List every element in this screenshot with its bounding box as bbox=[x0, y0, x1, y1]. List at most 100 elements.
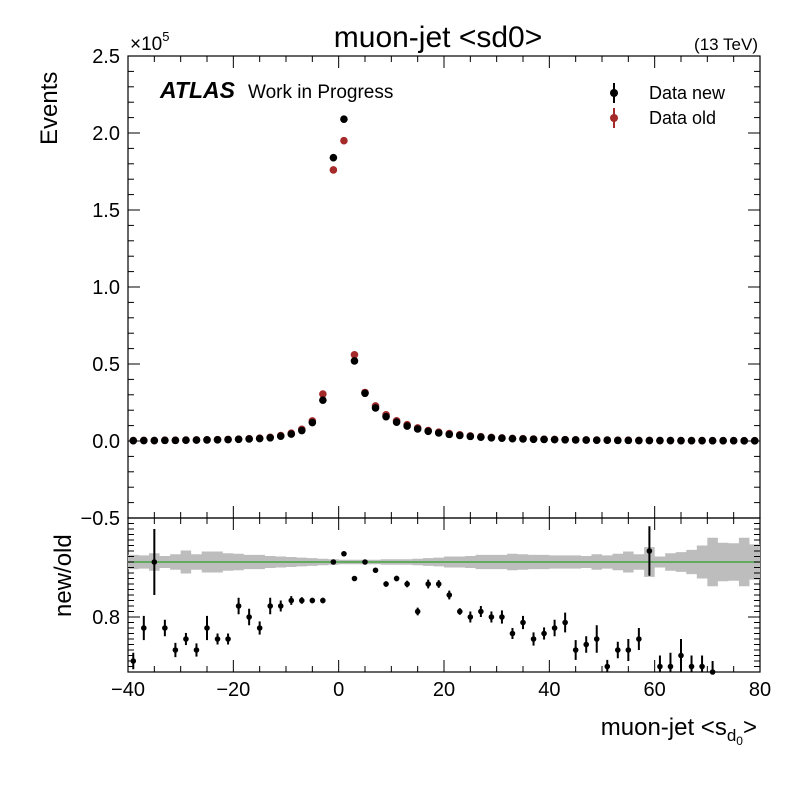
ratio-point bbox=[162, 625, 168, 631]
data-new-point bbox=[234, 435, 243, 444]
data-new-point bbox=[434, 429, 443, 437]
ratio-point bbox=[204, 625, 210, 631]
data-old-point bbox=[340, 136, 348, 145]
data-new-point bbox=[161, 436, 169, 445]
data-new-point bbox=[182, 436, 190, 445]
data-new-point bbox=[456, 431, 464, 440]
data-new-point bbox=[529, 435, 538, 444]
data-new-point bbox=[424, 427, 433, 436]
ratio-data-points bbox=[130, 526, 716, 675]
y-tick-label: 0.5 bbox=[92, 354, 120, 376]
energy-label: (13 TeV) bbox=[694, 35, 758, 54]
ratio-point bbox=[499, 614, 505, 620]
x-axis-title-end: > bbox=[743, 714, 757, 741]
ratio-point bbox=[520, 619, 526, 626]
ratio-point bbox=[330, 559, 337, 565]
data-old-point bbox=[329, 166, 338, 174]
ratio-point bbox=[667, 663, 674, 670]
ratio-point bbox=[362, 559, 368, 565]
data-new-point bbox=[740, 437, 748, 445]
ratio-point bbox=[372, 567, 379, 574]
ratio-point bbox=[572, 647, 579, 653]
ratio-point bbox=[383, 581, 389, 587]
ratio-point bbox=[583, 641, 589, 648]
ratio-y-tick-label: 0.8 bbox=[92, 607, 120, 629]
x-axis-title-sub: d bbox=[727, 726, 736, 745]
ratio-point bbox=[141, 625, 147, 631]
x-tick-label: −40 bbox=[111, 679, 145, 701]
ratio-point bbox=[193, 647, 200, 653]
data-old-point bbox=[350, 350, 359, 359]
ratio-point bbox=[235, 603, 242, 609]
ratio-point bbox=[593, 636, 600, 642]
data-new-point bbox=[614, 436, 622, 445]
y-tick-label: 2.0 bbox=[92, 123, 120, 145]
data-new-point bbox=[340, 115, 348, 123]
ratio-point bbox=[478, 608, 484, 615]
ratio-point bbox=[341, 550, 347, 557]
ratio-point bbox=[530, 636, 537, 642]
ratio-point bbox=[130, 658, 137, 664]
data-new-point bbox=[255, 434, 264, 443]
ratio-point bbox=[457, 608, 463, 615]
x-axis-title-subsub: 0 bbox=[736, 734, 743, 748]
data-new-point bbox=[224, 435, 232, 444]
x-tick-label: −20 bbox=[216, 679, 250, 701]
ratio-point bbox=[320, 597, 326, 604]
data-new-point bbox=[171, 436, 180, 445]
data-new-point bbox=[266, 433, 275, 442]
ratio-point bbox=[256, 625, 263, 631]
ratio-point bbox=[246, 614, 252, 620]
data-new-point bbox=[540, 435, 548, 444]
data-new-point bbox=[298, 426, 306, 435]
ratio-point bbox=[393, 575, 400, 582]
ratio-point bbox=[299, 597, 305, 604]
data-new-point bbox=[308, 418, 317, 427]
chart-title: muon-jet <sd0> bbox=[334, 21, 542, 54]
y-tick-label: 1.0 bbox=[92, 277, 120, 299]
axis-ticks bbox=[127, 55, 761, 673]
ratio-point bbox=[414, 608, 421, 615]
data-new-point bbox=[719, 436, 727, 445]
legend-label-data-old: Data old bbox=[649, 108, 716, 128]
work-in-progress-label: Work in Progress bbox=[248, 82, 393, 103]
x-tick-label: 40 bbox=[538, 679, 560, 701]
data-new-point bbox=[519, 435, 527, 443]
ratio-point bbox=[446, 592, 453, 598]
data-new-point bbox=[445, 430, 454, 439]
y-tick-label: 0.0 bbox=[92, 431, 120, 453]
main-data-points bbox=[129, 115, 759, 445]
data-new-point bbox=[571, 436, 580, 444]
ratio-point bbox=[172, 647, 179, 653]
data-new-point bbox=[750, 437, 759, 445]
tick-labels: −40 −20 0 20 40 60 80 −0.5 0.0 0.5 1.0 1.5 2.0 2.5 0.8 bbox=[81, 46, 772, 701]
data-new-point bbox=[677, 436, 685, 445]
data-new-point bbox=[361, 389, 369, 398]
data-new-point bbox=[708, 436, 717, 445]
data-new-point bbox=[319, 396, 327, 404]
data-new-point bbox=[466, 432, 475, 441]
data-new-point bbox=[487, 433, 496, 442]
ratio-point bbox=[151, 559, 158, 565]
data-new-point bbox=[403, 422, 411, 430]
ratio-point bbox=[636, 636, 642, 642]
ratio-point bbox=[562, 619, 568, 626]
x-axis-title-main: muon-jet <s bbox=[601, 714, 727, 741]
x-tick-label: 20 bbox=[433, 679, 455, 701]
data-new-point bbox=[498, 434, 506, 443]
ratio-point bbox=[277, 603, 284, 609]
x-tick-label: 60 bbox=[644, 679, 666, 701]
data-new-point bbox=[635, 436, 643, 445]
data-new-point bbox=[192, 436, 201, 444]
x-tick-label: 0 bbox=[333, 679, 344, 701]
ratio-point bbox=[467, 614, 474, 620]
y-tick-label: 2.5 bbox=[92, 46, 120, 68]
legend-marker-data-new bbox=[610, 89, 618, 97]
ratio-point bbox=[288, 597, 295, 604]
y-multiplier-base: ×10 bbox=[130, 34, 162, 55]
data-new-point bbox=[582, 436, 590, 444]
ratio-point bbox=[699, 663, 705, 670]
data-new-point bbox=[140, 436, 148, 445]
legend: Data new Data old bbox=[610, 83, 726, 128]
